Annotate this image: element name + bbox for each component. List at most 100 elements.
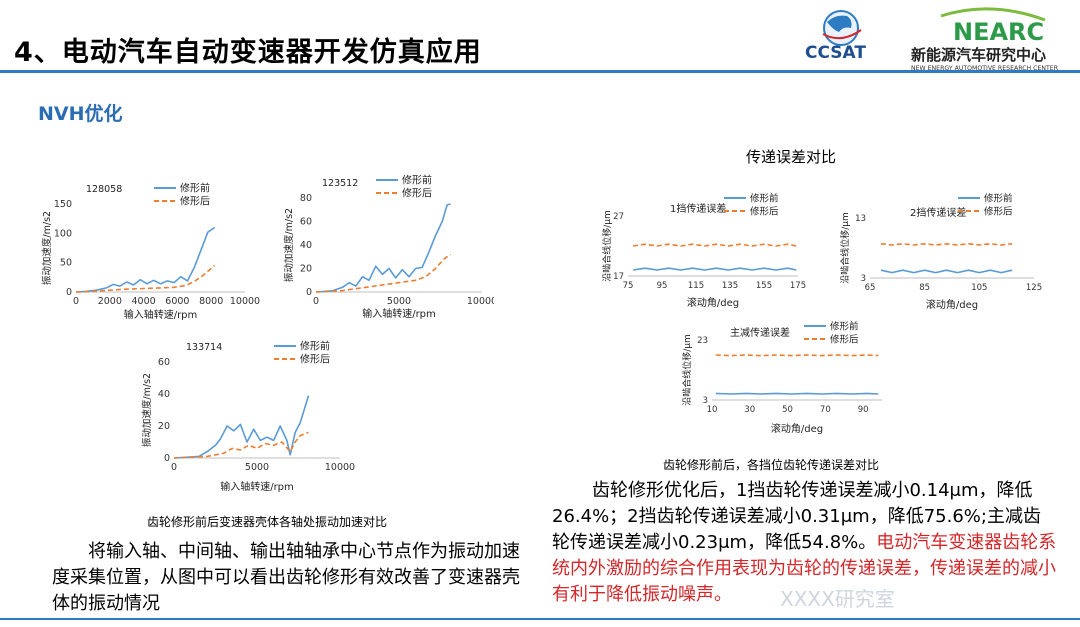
- y-axis-label: 振动加速度/m/s2: [141, 373, 153, 447]
- legend-label: 修形后: [300, 353, 330, 366]
- series-line-after: [632, 243, 797, 247]
- legend-label: 修形前: [984, 193, 1013, 205]
- y-tick-label: 60: [300, 217, 312, 228]
- x-tick-label: 5000: [387, 296, 411, 307]
- x-tick-label: 115: [688, 281, 704, 291]
- x-axis-label: 输入轴转速/rpm: [220, 480, 294, 493]
- chart-final-drive-transmission-error: 10 30 50 70 90 3 23 滚动角/deg 沿啮合线位移/μm 主减传递误差 修形前修形…: [681, 321, 882, 435]
- y-tick-label: 0: [66, 287, 72, 298]
- nearc-logo: NEARC 新能源汽车研究中心 NEW ENERGY AUTOMOTIVE RE…: [905, 6, 1077, 72]
- y-tick-label: 50: [60, 258, 72, 269]
- y-tick-label: 0: [164, 453, 170, 464]
- x-tick-label: 155: [756, 281, 772, 291]
- series-line-before: [632, 267, 797, 271]
- y-tick-label: 80: [300, 193, 312, 204]
- y-axis-label: 振动加速度/m/s2: [283, 208, 295, 282]
- legend-label: 修形前: [180, 182, 210, 195]
- x-tick-label: 105: [971, 283, 987, 293]
- globe-logo-icon: CCSAT: [805, 10, 866, 63]
- y-tick-label: 27: [613, 212, 624, 222]
- x-tick-label: 125: [1026, 283, 1042, 293]
- left-paragraph: 将输入轴、中间轴、输出轴轴承中心节点作为振动加速度采集位置，从图中可以看出齿轮修…: [52, 541, 520, 614]
- right-figure-caption: 齿轮修形前后，各挡位齿轮传递误差对比: [663, 458, 880, 472]
- nearc-logo-text: NEARC: [953, 18, 1044, 46]
- x-tick-label: 75: [623, 281, 634, 291]
- chart-title: 128058: [86, 184, 122, 195]
- chart-title: 1挡传递误差: [670, 202, 726, 215]
- x-tick-label: 85: [919, 283, 930, 293]
- y-axis-label: 沿啮合线位移/μm: [681, 334, 693, 406]
- series-line-after: [315, 253, 451, 293]
- legend-label: 修形前: [830, 321, 859, 333]
- y-tick-label: 13: [855, 214, 866, 224]
- slide-title: 4、电动汽车自动变速器开发仿真应用: [14, 37, 482, 68]
- section-subtitle: NVH优化: [38, 103, 123, 125]
- legend-label: 修形前: [750, 193, 779, 205]
- x-tick-label: 8000: [199, 296, 223, 307]
- x-tick-label: 0: [73, 296, 79, 307]
- chart-123512: 0 5000 10000 0 20 40 60 80 输入轴转速/rpm 振动加速度/m/s2 12…: [283, 174, 494, 321]
- x-tick-label: 70: [820, 405, 831, 415]
- x-tick-label: 10000: [325, 462, 355, 473]
- series-line-before: [75, 226, 216, 293]
- right-paragraph-findings: 齿轮修形优化后，1挡齿轮传递误差减小0.14μm，降低26.4%；2挡齿轮传递误…: [552, 480, 1041, 553]
- x-tick-label: 5000: [245, 462, 269, 473]
- series-line-after: [75, 264, 216, 293]
- legend-label: 修形前: [300, 340, 330, 353]
- series-line-before: [315, 203, 451, 293]
- y-tick-label: 3: [703, 396, 708, 406]
- ccsat-logo: CCSAT: [803, 8, 873, 66]
- right-section-heading: 传递误差对比: [746, 148, 837, 166]
- chart-title: 2挡传递误差: [910, 206, 966, 219]
- chart-128058: 0 2000 4000 6000 8000 10000 0 50 100 150 输入轴转速/rpm…: [41, 182, 260, 322]
- series-line-after: [173, 431, 309, 459]
- legend-label: 修形后: [984, 206, 1013, 218]
- nearc-logo-cn: 新能源汽车研究中心: [911, 46, 1046, 64]
- legend-label: 修形后: [180, 195, 210, 208]
- x-axis-label: 输入轴转速/rpm: [124, 308, 198, 321]
- x-tick-label: 95: [657, 281, 668, 291]
- left-figure-caption: 齿轮修形前后变速器壳体各轴处振动加速对比: [147, 515, 388, 529]
- y-axis-label: 沿啮合线位移/μm: [839, 212, 851, 284]
- x-tick-label: 0: [171, 462, 177, 473]
- series-line-before: [173, 395, 310, 459]
- x-axis-label: 滚动角/deg: [926, 298, 978, 311]
- series-line-before: [715, 392, 879, 395]
- x-tick-label: 50: [782, 405, 793, 415]
- chart-gear1-transmission-error: 75 95 115 135 155 175 17 27 滚动角/deg 沿啮合线位移/μm 1挡传递…: [601, 193, 806, 310]
- x-tick-label: 10000: [467, 296, 494, 307]
- chart-title: 133714: [186, 342, 222, 353]
- x-axis-label: 滚动角/deg: [771, 422, 823, 435]
- x-axis-label: 输入轴转速/rpm: [362, 307, 436, 320]
- y-tick-label: 40: [300, 240, 312, 251]
- x-tick-label: 4000: [132, 296, 156, 307]
- legend-label: 修形后: [830, 334, 859, 346]
- x-tick-label: 0: [313, 296, 319, 307]
- x-tick-label: 10: [707, 405, 718, 415]
- footer-divider: [0, 618, 1080, 620]
- y-tick-label: 20: [158, 421, 170, 432]
- nearc-logo-en: NEW ENERGY AUTOMOTIVE RESEARCH CENTER: [911, 65, 1059, 72]
- x-tick-label: 65: [865, 283, 876, 293]
- chart-gear2-transmission-error: 65 85 105 125 3 13 滚动角/deg 沿啮合线位移/μm 2挡传递误差 修形前修形…: [839, 193, 1042, 312]
- chart-title: 主减传递误差: [730, 326, 790, 339]
- y-tick-label: 60: [158, 357, 170, 368]
- series-line-before: [880, 269, 1013, 274]
- legend-label: 修形前: [402, 174, 432, 187]
- legend-label: 修形后: [750, 206, 779, 218]
- x-tick-label: 2000: [98, 296, 122, 307]
- y-tick-label: 100: [54, 228, 72, 239]
- ccsat-logo-text: CCSAT: [805, 43, 866, 63]
- x-tick-label: 135: [722, 281, 738, 291]
- chart-133714: 0 5000 10000 0 20 40 60 输入轴转速/rpm 振动加速度/m/s2 1337…: [141, 340, 355, 494]
- y-tick-label: 17: [613, 272, 624, 282]
- y-axis-label: 振动加速度/m/s2: [41, 211, 53, 285]
- right-paragraph-highlight: 电动汽车变速器齿轮系统内外激励的综合作用表现为齿轮的传递误差，传递误差的减小有利…: [552, 532, 1057, 605]
- x-tick-label: 10000: [230, 296, 260, 307]
- x-tick-label: 30: [744, 405, 755, 415]
- watermark-text: XXXX研究室: [780, 587, 895, 611]
- x-tick-label: 6000: [165, 296, 189, 307]
- x-tick-label: 90: [858, 405, 869, 415]
- y-axis-label: 沿啮合线位移/μm: [601, 210, 613, 282]
- series-line-after: [880, 242, 1013, 246]
